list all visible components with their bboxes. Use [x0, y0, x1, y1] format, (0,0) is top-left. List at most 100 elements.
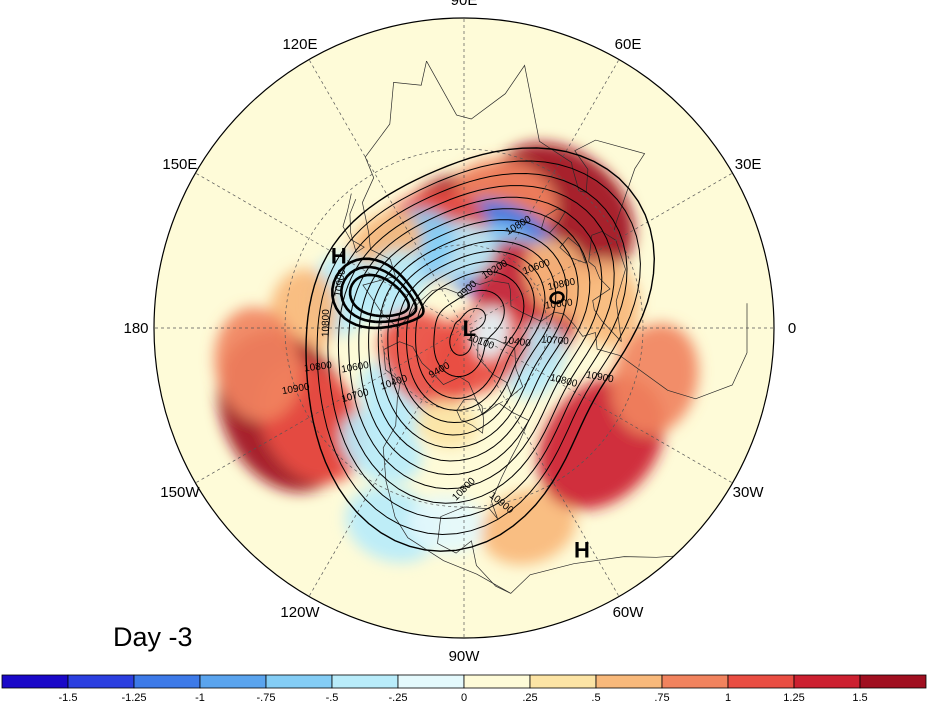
longitude-label: 90W: [449, 648, 481, 665]
colorbar-box: [859, 674, 927, 689]
anomaly-patch: [481, 489, 576, 565]
anomaly-patch: [415, 400, 479, 449]
colorbar-tick-label: 1.5: [852, 692, 867, 702]
colorbar-box: [199, 674, 267, 689]
ridge-contour: [340, 265, 418, 324]
colorbar-tick-label: -1.5: [59, 692, 78, 702]
height-contour: [316, 160, 641, 536]
colorbar-tick-label: -.25: [389, 692, 408, 702]
meridian-line: [195, 172, 465, 329]
low-pressure-center: L: [463, 316, 476, 341]
colorbar-tick-label: -.5: [326, 692, 339, 702]
colorbar-boxes: [1, 674, 927, 689]
coastline-segment: [588, 231, 626, 343]
anomaly-patch: [408, 495, 486, 554]
meridian-line: [463, 327, 733, 484]
high-pressure-center: H: [574, 538, 590, 563]
longitude-label: 30E: [735, 156, 762, 173]
anomaly-patch: [345, 486, 440, 563]
height-contour: [348, 196, 603, 490]
map-boundary: [153, 17, 775, 639]
colorbar-tick-label: .75: [654, 692, 669, 702]
longitude-label: 60E: [615, 36, 642, 53]
closed-contour-europe: [549, 291, 565, 305]
contour-label: 10800: [304, 360, 333, 375]
graticule: [154, 18, 774, 638]
anomaly-shading: [214, 142, 699, 565]
coastline-segment: [559, 237, 587, 264]
colorbar-tick-label: .5: [591, 692, 600, 702]
meridian-line: [463, 59, 620, 329]
longitude-labels: 90E 60E 30E 0 30W 60W 90W 120W 150W 180 150E 120E: [123, 0, 796, 665]
map-disc: [154, 18, 774, 638]
longitude-label: 120E: [282, 36, 317, 53]
coastline-segment: [619, 303, 748, 400]
coastline-segment: [382, 341, 511, 594]
meridian-line: [195, 327, 465, 484]
longitude-label: 30W: [733, 484, 765, 501]
height-contours: [305, 147, 656, 552]
colorbar-tick-label: .25: [522, 692, 537, 702]
colorbar-box: [661, 674, 729, 689]
colorbar-box: [793, 674, 861, 689]
colorbar-tick-labels: -1.5 -1.25 -1 -.75 -.5 -.25 0 .25 .5 .75 1 1.25 1.5: [59, 692, 868, 702]
meridian-line: [463, 172, 733, 329]
colorbar-box: [1, 674, 69, 689]
coastline-segment: [342, 193, 365, 254]
height-contour: [406, 260, 535, 411]
colorbar-box: [727, 674, 795, 689]
longitude-label: 120W: [280, 604, 320, 621]
height-contour: [358, 208, 591, 476]
longitude-label: 150E: [162, 156, 197, 173]
longitude-label: 180: [123, 320, 148, 337]
colorbar: -1.5 -1.25 -1 -.75 -.5 -.25 0 .25 .5 .75 1 1.25 1.5: [1, 674, 927, 702]
coastline-segment: [362, 61, 427, 329]
colorbar-tick-label: -.75: [257, 692, 276, 702]
meridian-line: [308, 327, 465, 597]
anomaly-patch: [471, 307, 510, 358]
contour-label: 10900: [333, 268, 349, 298]
colorbar-box: [331, 674, 399, 689]
height-contour: [433, 289, 505, 378]
height-contour: [396, 250, 546, 424]
colorbar-box: [133, 674, 201, 689]
contour-label: 10900: [281, 381, 311, 397]
colorbar-box: [67, 674, 135, 689]
colorbar-tick-label: 1: [725, 692, 731, 702]
contour-label: 10900: [585, 370, 615, 386]
height-contour: [337, 185, 615, 504]
longitude-label: 150W: [160, 484, 200, 501]
colorbar-tick-label: -1.25: [121, 692, 146, 702]
day-label: Day -3: [113, 622, 193, 652]
pressure-centers: H L H: [331, 244, 590, 563]
contour-label: 10800: [320, 309, 331, 337]
coastlines: [342, 60, 748, 594]
latitude-circle: [284, 148, 644, 508]
longitude-label: 0: [788, 320, 796, 337]
coastline-segment: [426, 60, 646, 231]
colorbar-tick-label: 1.25: [783, 692, 804, 702]
ridge-contour: [348, 273, 410, 318]
longitude-label: 60W: [613, 604, 645, 621]
colorbar-tick-label: 0: [461, 692, 467, 702]
coastline-segment: [510, 554, 692, 594]
colorbar-box: [397, 674, 465, 689]
contour-label: 10600: [544, 297, 573, 311]
contour-label: 10700: [541, 334, 570, 347]
height-contour: [449, 308, 486, 356]
colorbar-box: [595, 674, 663, 689]
colorbar-box: [529, 674, 597, 689]
anomaly-patch: [214, 307, 302, 422]
anomaly-patch: [611, 323, 699, 435]
high-pressure-center: H: [331, 244, 347, 269]
ridge-contour: [331, 257, 425, 330]
contour-label: 10600: [340, 360, 370, 376]
contour-label: 10400: [502, 335, 531, 350]
meridian-line: [308, 59, 465, 329]
height-contour: [305, 147, 656, 552]
colorbar-box: [463, 674, 531, 689]
meridian-line: [463, 327, 620, 597]
height-contour: [415, 270, 525, 399]
colorbar-box: [265, 674, 333, 689]
